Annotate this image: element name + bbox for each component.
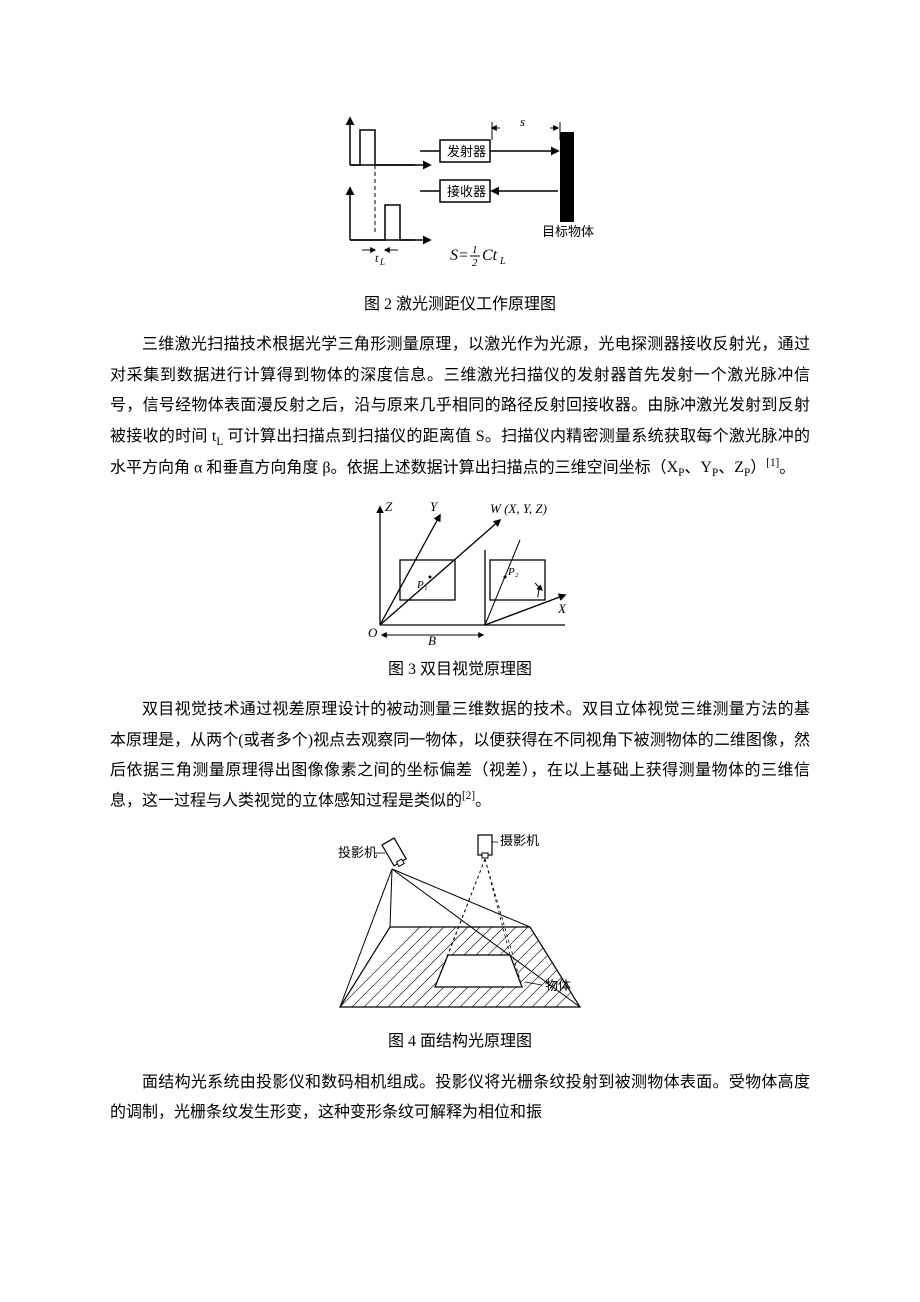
svg-text:1: 1 (472, 244, 478, 256)
camera-label: 摄影机 (500, 833, 539, 848)
para2-text: 双目视觉技术通过视差原理设计的被动测量三维数据的技术。双目立体视觉三维测量方法的… (110, 701, 810, 810)
para1-text: 三维激光扫描技术根据光学三角形测量原理，以激光作为光源，光电探测器接收反射光，通… (110, 336, 810, 476)
emitter-label: 发射器 (447, 144, 486, 159)
z-label: Z (385, 499, 393, 514)
para3-text: 面结构光系统由投影仪和数码相机组成。投影仪将光栅条纹投射到被测物体表面。受物体高… (110, 1074, 810, 1121)
ref-2: [2] (462, 790, 475, 802)
figure-3: Z O Y W (X, Y, Z) X P₁ P₂ f B (110, 495, 810, 645)
fig2-svg: t L 发射器 接收器 s 目标物体 S= 1 2 Ct L (320, 110, 600, 280)
b-label: B (428, 633, 436, 645)
s-label: s (520, 114, 525, 129)
fig3-svg: Z O Y W (X, Y, Z) X P₁ P₂ f B (340, 495, 580, 645)
formula-text: S= (450, 247, 469, 264)
o-label: O (368, 625, 378, 640)
object-label: 物体 (545, 978, 571, 993)
paragraph-2: 双目视觉技术通过视差原理设计的被动测量三维数据的技术。双目立体视觉三维测量方法的… (110, 695, 810, 817)
w-label: W (X, Y, Z) (490, 501, 547, 516)
svg-text:Ct: Ct (482, 247, 498, 264)
projector-label: 投影机 (338, 845, 377, 860)
svg-text:L: L (379, 257, 385, 267)
svg-text:L: L (499, 256, 506, 267)
receiver-label: 接收器 (447, 184, 486, 199)
paragraph-1: 三维激光扫描技术根据光学三角形测量原理，以激光作为光源，光电探测器接收反射光，通… (110, 330, 810, 484)
tl-label: t (375, 251, 379, 265)
fig3-caption: 图 3 双目视觉原理图 (110, 655, 810, 685)
y-label: Y (430, 499, 439, 514)
fig2-caption: 图 2 激光测距仪工作原理图 (110, 290, 810, 320)
fig4-caption: 图 4 面结构光原理图 (110, 1027, 810, 1057)
p1-label: P₁ (416, 579, 428, 591)
target-label: 目标物体 (542, 224, 594, 239)
x-label: X (557, 601, 567, 616)
svg-text:2: 2 (472, 257, 478, 269)
figure-2: t L 发射器 接收器 s 目标物体 S= 1 2 Ct L (110, 110, 810, 280)
paragraph-3: 面结构光系统由投影仪和数码相机组成。投影仪将光栅条纹投射到被测物体表面。受物体高… (110, 1068, 810, 1129)
fig4-svg: 投影机 摄影机 物体 (310, 827, 610, 1017)
ref-1: [1] (766, 457, 779, 469)
figure-4: 投影机 摄影机 物体 (110, 827, 810, 1017)
